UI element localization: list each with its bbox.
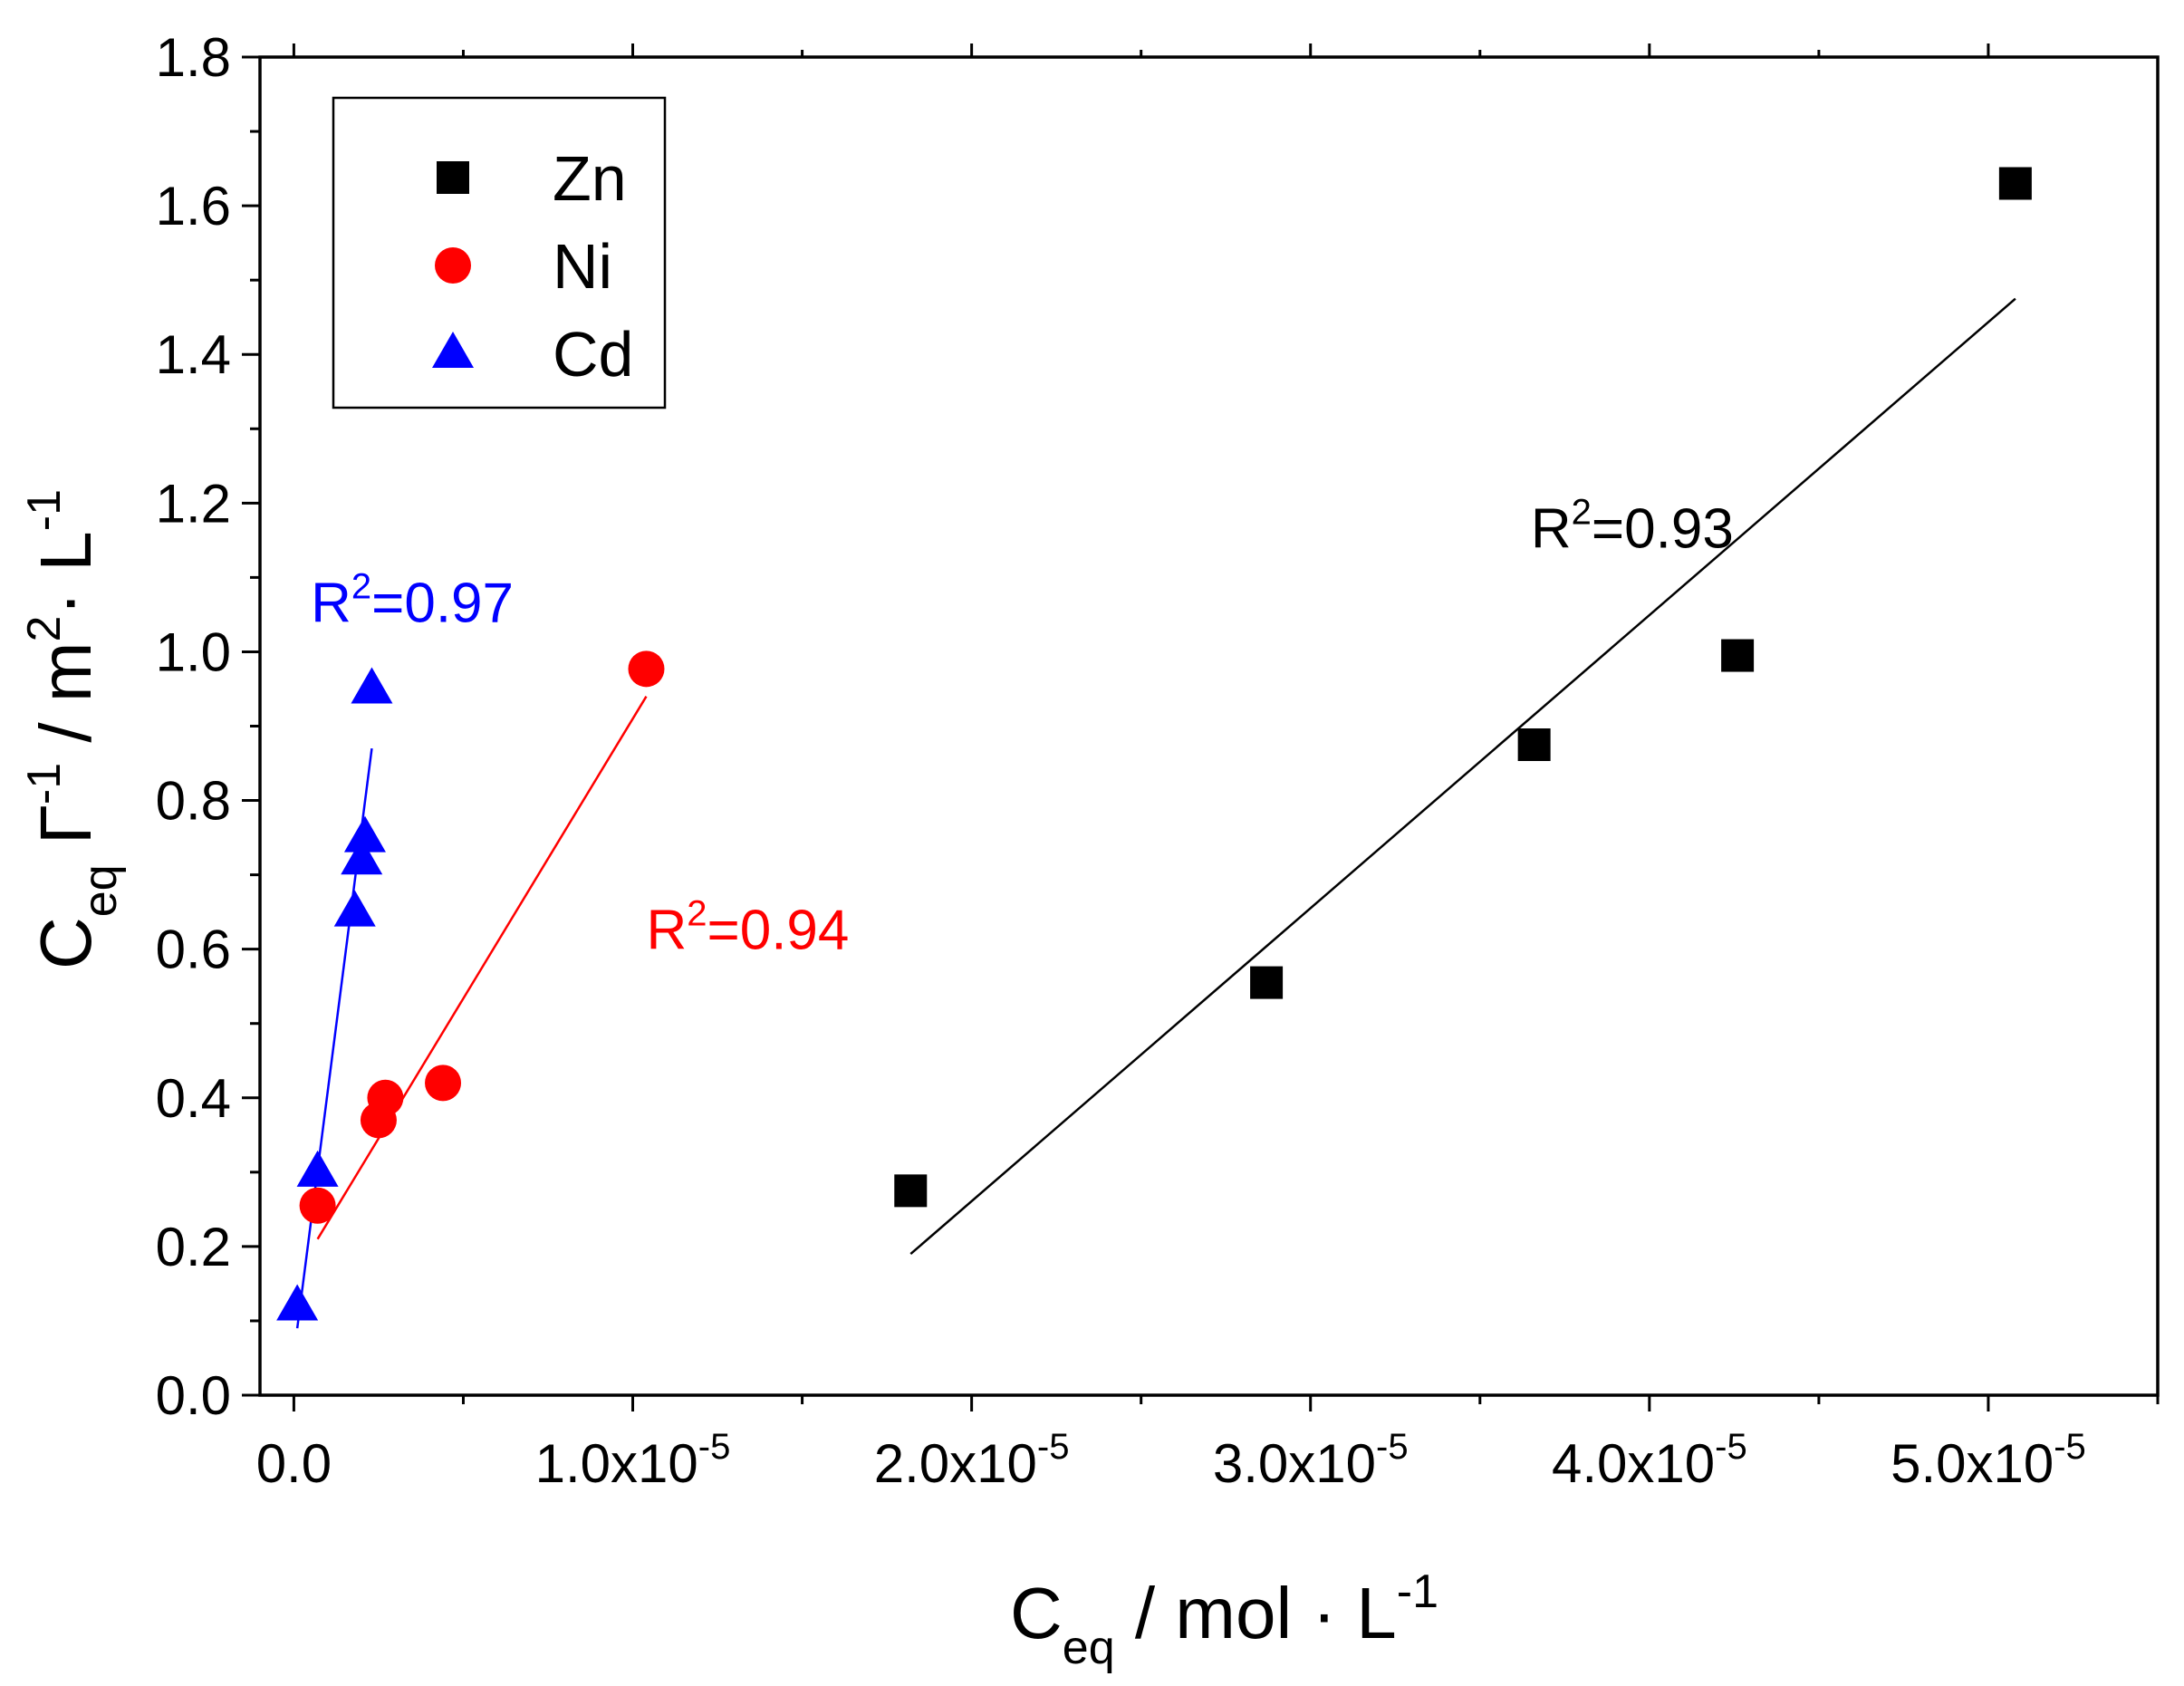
x-tick-label: 5.0x10-5 (1891, 1427, 2086, 1494)
x-tick-label: 4.0x10-5 (1552, 1427, 1747, 1494)
y-title-units: · L (25, 531, 106, 615)
r2-label-cd: R2=0.97 (311, 567, 514, 635)
x-tick-exponent: -5 (1037, 1427, 1070, 1467)
legend-marker-cd (432, 332, 474, 368)
y-tick-label: 0.6 (156, 920, 231, 980)
x-title-rest: / mol · L (1115, 1573, 1397, 1653)
data-point-cd (341, 838, 383, 875)
r2-value: =0.97 (371, 573, 514, 635)
x-tick-exponent: -5 (698, 1427, 731, 1467)
r2-base: R (311, 573, 351, 635)
data-point-cd (343, 815, 386, 853)
y-title-units: / m (25, 642, 106, 763)
y-tick-label: 1.8 (156, 27, 231, 88)
y-tick-label: 0.2 (156, 1217, 231, 1277)
y-tick-label: 0.4 (156, 1068, 231, 1129)
y-title-gamma: Γ (25, 804, 106, 864)
y-title-superscript: -1 (18, 489, 71, 531)
r2-label-zn: R2=0.93 (1531, 493, 1734, 561)
y-title-superscript: -1 (18, 763, 71, 804)
y-axis-title: Ceq Γ-1 / m2· L-1 (18, 489, 127, 969)
data-point-cd (333, 890, 376, 927)
y-axis: 0.0 0.2 0.4 0.6 0.8 1.0 1.2 1.4 1.6 1.8 (156, 27, 260, 1426)
x-tick-mantissa: 1.0x10 (535, 1433, 698, 1494)
x-tick-exponent: -5 (2054, 1427, 2086, 1467)
legend-label-zn: Zn (553, 143, 627, 214)
legend-label-cd: Cd (553, 319, 633, 390)
legend-label-ni: Ni (553, 231, 612, 302)
x-tick-mantissa: 2.0x10 (874, 1433, 1037, 1494)
r2-superscript: 2 (687, 894, 707, 934)
y-tick-label: 1.0 (156, 621, 231, 682)
legend-marker-ni (435, 247, 471, 284)
legend-frame (332, 96, 667, 409)
y-tick-label: 0.8 (156, 771, 231, 832)
y-tick-label: 1.4 (156, 324, 231, 385)
data-point-zn (1998, 167, 2032, 200)
data-point-cd (296, 1150, 339, 1187)
x-tick-exponent: -5 (1376, 1427, 1409, 1467)
r2-value: =0.93 (1592, 498, 1734, 561)
y-tick-label: 1.6 (156, 176, 231, 236)
fit-line-ni (316, 696, 648, 1240)
x-title-superscript: -1 (1397, 1566, 1438, 1618)
y-title-superscript: 2 (18, 616, 71, 642)
data-markers (276, 167, 2032, 1321)
x-tick-label: 0.0 (256, 1433, 332, 1494)
data-point-zn (1250, 966, 1284, 999)
r2-base: R (1531, 498, 1572, 561)
x-title-main: C (1010, 1573, 1063, 1653)
r2-superscript: 2 (351, 567, 371, 607)
y-title-subscript: eq (74, 864, 127, 917)
y-tick-label: 0.0 (156, 1365, 231, 1426)
r2-value: =0.94 (707, 900, 850, 962)
x-tick-mantissa: 3.0x10 (1213, 1433, 1376, 1494)
x-axis: 0.0 1.0x10-5 2.0x10-5 3.0x10-5 4.0x10-5 5.0x1… (256, 43, 2160, 1494)
x-tick-label: 1.0x10-5 (535, 1427, 731, 1494)
data-point-cd (276, 1284, 319, 1321)
r2-base: R (646, 900, 687, 962)
y-tick-label: 1.2 (156, 473, 231, 534)
x-tick-mantissa: 5.0x10 (1891, 1433, 2054, 1494)
data-point-ni (425, 1065, 462, 1102)
x-tick-mantissa: 0.0 (256, 1433, 332, 1494)
y-title-main: C (25, 917, 106, 969)
r2-label-ni: R2=0.94 (646, 894, 849, 962)
x-title-subscript: eq (1063, 1622, 1115, 1674)
data-point-ni (367, 1079, 404, 1116)
legend-marker-zn (437, 161, 469, 194)
data-point-cd (351, 667, 393, 704)
x-tick-exponent: -5 (1715, 1427, 1747, 1467)
r2-superscript: 2 (1572, 493, 1592, 533)
x-axis-title: Ceq / mol · L-1 (1010, 1566, 1438, 1674)
data-point-ni (628, 650, 665, 688)
data-point-ni (299, 1187, 336, 1224)
x-tick-label: 3.0x10-5 (1213, 1427, 1409, 1494)
data-point-zn (1517, 728, 1551, 762)
x-tick-label: 2.0x10-5 (874, 1427, 1070, 1494)
fit-line-zn (909, 297, 2016, 1256)
x-tick-mantissa: 4.0x10 (1552, 1433, 1715, 1494)
legend: Zn Ni Cd (332, 96, 667, 409)
data-point-zn (1721, 639, 1755, 672)
data-point-zn (894, 1174, 928, 1208)
